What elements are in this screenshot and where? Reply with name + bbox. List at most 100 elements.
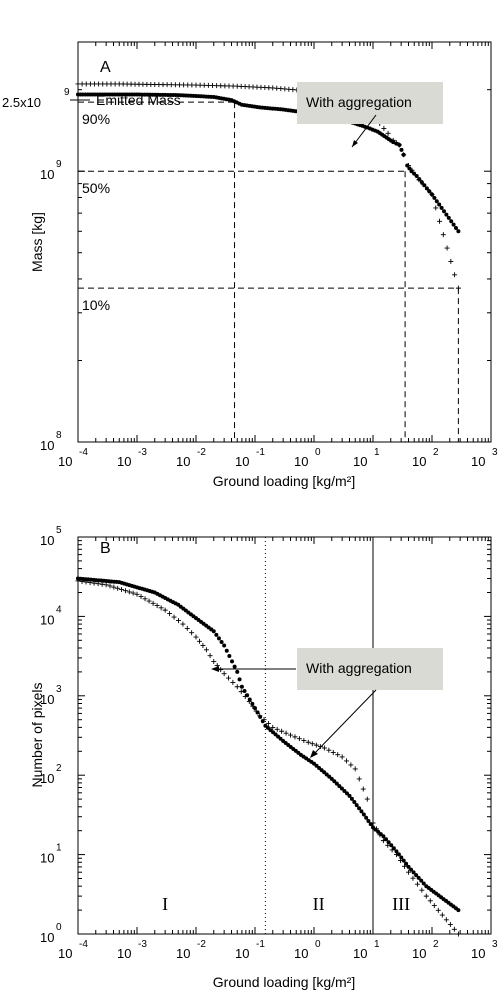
data-point-dot: [439, 205, 444, 210]
data-point-plus: [218, 667, 224, 673]
x-tick-label: 10: [176, 454, 190, 469]
y-tick-exp: 5: [56, 525, 62, 536]
data-point-dot: [409, 867, 414, 872]
data-point-plus: [330, 749, 336, 755]
y-tick-exp: 9: [56, 159, 62, 170]
data-point-plus: [451, 926, 457, 932]
data-point-plus: [344, 758, 350, 764]
callout-box-a: [297, 82, 443, 124]
data-point-dot: [260, 719, 265, 724]
data-point-plus: [406, 869, 412, 875]
data-point-plus: [321, 745, 327, 751]
tick-marks-b: [77, 537, 491, 935]
data-point-plus: [352, 766, 358, 772]
x-tick-exp: 2: [433, 447, 439, 458]
data-point-dot: [359, 809, 364, 814]
y-tick-label: 10: [40, 533, 54, 548]
data-point-plus: [448, 258, 454, 264]
data-point-dot: [373, 827, 378, 832]
plot-frame-b: [77, 536, 492, 935]
data-point-plus: [435, 907, 441, 913]
data-point-dot: [329, 776, 334, 781]
x-tick-label: 10: [471, 946, 485, 961]
data-point-plus: [270, 724, 276, 730]
data-point-dot: [451, 222, 456, 227]
region-lines-b: [264, 537, 374, 934]
region-label: III: [392, 894, 410, 914]
data-point-dot: [405, 163, 410, 168]
data-point-dot: [214, 632, 219, 637]
data-point-plus: [207, 653, 213, 659]
data-point-dot: [419, 180, 424, 185]
data-point-plus: [381, 125, 387, 131]
data-point-dot: [239, 684, 244, 689]
data-point-dot: [354, 803, 359, 808]
emitted-mass-exp: 9: [64, 87, 70, 98]
data-point-plus: [348, 762, 354, 768]
callout-a: With aggregation: [297, 82, 443, 148]
data-point-dot: [337, 784, 342, 789]
data-point-dot: [366, 818, 371, 823]
data-point-plus: [226, 675, 232, 681]
x-tick-exp: -3: [138, 447, 147, 458]
data-point-dot: [414, 873, 419, 878]
data-point-plus: [167, 611, 173, 617]
data-point-dot: [401, 858, 406, 863]
data-point-plus: [433, 205, 439, 211]
tick-marks-a: [77, 41, 491, 443]
data-point-plus: [317, 744, 323, 750]
data-point-dot: [347, 793, 352, 798]
y-tick-exp: 0: [56, 922, 62, 933]
data-point-dot: [216, 636, 221, 641]
data-point-dot: [391, 140, 396, 145]
percent-label: 10%: [82, 297, 110, 313]
x-tick-label: 10: [294, 454, 308, 469]
data-point-dot: [222, 643, 227, 648]
x-tick-label: 10: [117, 946, 131, 961]
data-point-plus: [193, 634, 199, 640]
data-point-dot: [397, 142, 402, 147]
x-tick-label: 10: [294, 946, 308, 961]
data-point-dot: [424, 186, 429, 191]
data-point-dot: [211, 629, 216, 634]
data-point-plus: [154, 603, 160, 609]
data-point-dot: [396, 852, 401, 857]
data-point-dot: [371, 825, 375, 830]
data-points-b: [75, 576, 461, 937]
x-tick-label: 10: [235, 946, 249, 961]
x-tick-exp: -2: [197, 447, 206, 458]
data-point-plus: [283, 730, 289, 736]
emitted-mass-base: 2.5x10: [2, 95, 41, 110]
data-point-dot: [391, 846, 396, 851]
data-point-plus: [292, 734, 298, 740]
data-point-dot: [453, 225, 458, 230]
data-point-dot: [409, 169, 414, 174]
data-point-dot: [255, 710, 260, 715]
data-point-dot: [417, 177, 422, 182]
data-point-dot: [384, 837, 389, 842]
data-point-dot: [394, 849, 399, 854]
data-point-plus: [431, 903, 437, 909]
data-point-plus: [455, 285, 461, 291]
region-label: II: [313, 894, 325, 914]
data-point-dot: [235, 669, 240, 674]
data-point-dot: [381, 834, 386, 839]
emitted-mass-marker: 2.5x10 9 Emitted Mass: [2, 87, 181, 110]
y-tick-label: 10: [40, 930, 54, 945]
data-point-plus: [119, 587, 125, 593]
y-axis-label-b: Number of pixels: [29, 682, 45, 787]
data-point-dot: [432, 195, 437, 200]
data-point-plus: [410, 875, 416, 881]
emitted-mass-label: Emitted Mass: [96, 92, 181, 108]
x-tick-label: 10: [58, 946, 72, 961]
callout-arrowhead-b-down: [310, 750, 318, 758]
data-point-plus: [309, 741, 315, 747]
data-point-plus: [158, 605, 164, 611]
data-point-dot: [352, 800, 357, 805]
x-tick-label: 10: [353, 454, 367, 469]
data-point-plus: [274, 726, 280, 732]
x-tick-label: 10: [412, 946, 426, 961]
y-tick-exp: 4: [56, 604, 62, 615]
data-point-plus: [99, 581, 105, 587]
y-tick-exp: 8: [56, 430, 62, 441]
